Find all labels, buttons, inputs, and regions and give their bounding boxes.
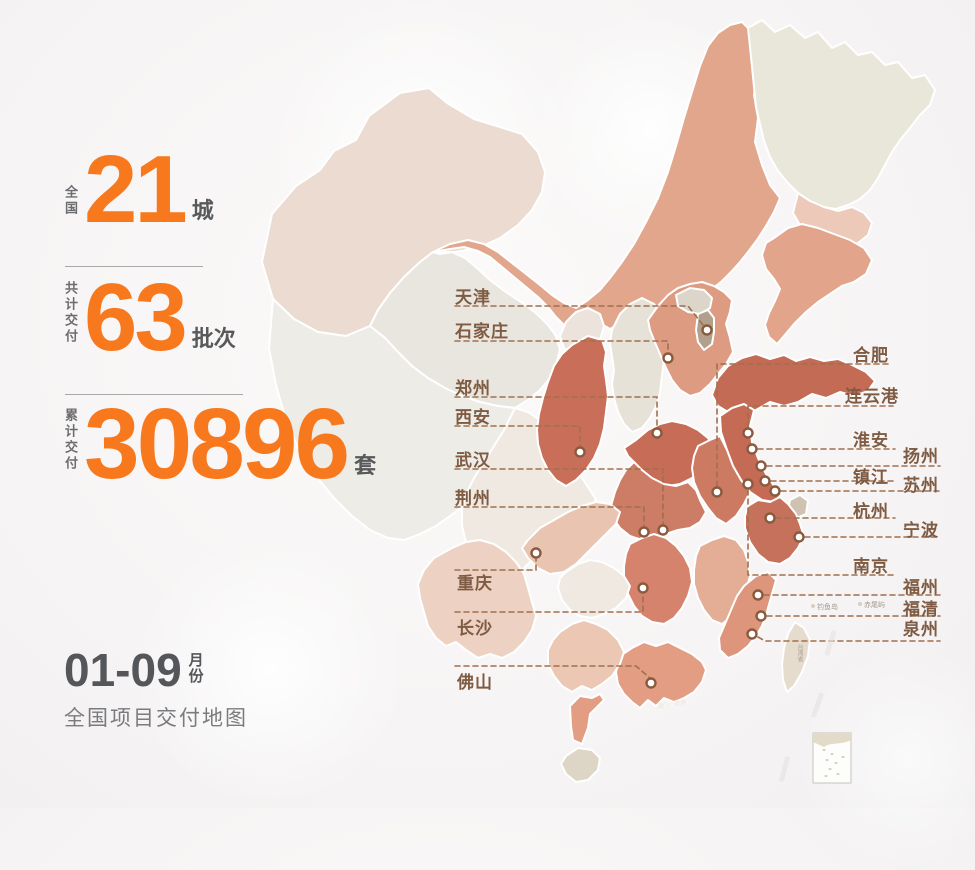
stat-cities-label: 全国 [63,184,78,217]
region-label-taiwan: 台湾省 [796,644,802,662]
map-footer: 01-09 月份 全国项目交付地图 [64,644,248,732]
dot-quanzhou [746,628,758,640]
stat-batches-label: 共计交付 [63,280,78,345]
city-label-foshan: 佛山 [456,672,493,692]
dot-foshan [645,677,657,689]
dot-xian [574,446,586,458]
dot-shijiazhuang [662,352,674,364]
city-label-xian: 西安 [455,407,491,427]
china-delivery-map: 天津 石家庄 郑州 西安 武汉 荆州 重庆 长沙 佛山 合肥 连云港 淮安 扬州… [261,19,941,784]
province-shaanxi [536,335,609,487]
city-label-zhengzhou: 郑州 [455,378,491,398]
leader-lines [454,305,941,679]
stat-cities-value: 21 [84,136,188,243]
city-label-chongqing: 重庆 [457,573,493,593]
island-taiwan [781,621,811,693]
island-chiwei [858,602,862,606]
region-label-macau: 澳门 [657,704,670,710]
city-label-tianjin: 天津 [455,287,491,307]
dot-lianyungang [742,427,754,439]
city-label-fuqing: 福清 [902,599,939,619]
city-label-shijiazhuang: 石家庄 [454,321,509,341]
island-label-chiweiyu: 赤尾屿 [864,602,885,609]
island-diaoyu [811,604,815,608]
province-shandong [711,353,876,415]
stat-units-label: 累计交付 [63,408,78,472]
dot-hefei [711,486,723,498]
city-label-fuzhou: 福州 [902,577,939,597]
province-guizhou [557,559,631,619]
dot-zhenjiang [759,475,771,487]
city-label-wuhan: 武汉 [455,450,491,470]
dot-jingzhou [638,526,650,538]
city-label-nanjing: 南京 [853,556,889,576]
peninsula-leizhou [569,693,605,745]
south-china-sea-inset [812,732,852,784]
dot-zhengzhou [651,427,663,439]
city-label-yangzhou: 扬州 [903,446,939,466]
province-heilongjiang [747,19,936,210]
province-yunnan [417,539,537,659]
dot-hangzhou [764,512,776,524]
dot-nanjing [742,478,754,490]
map-caption: 全国项目交付地图 [64,707,248,731]
island-label-diaoyudao: 钓鱼岛 [817,604,838,611]
stat-batches-value: 63 [84,264,188,371]
city-label-zhenjiang: 镇江 [853,467,889,487]
province-beijing [675,287,713,315]
dot-ningbo [793,531,805,543]
dot-fuzhou [752,589,764,601]
stat-units-unit: 套 [354,453,377,478]
stat-cities-unit: 城 [191,197,214,223]
dot-tianjin [701,324,713,336]
stat-units-value: 30896 [84,388,350,500]
province-liaoning [761,223,873,345]
province-hunan [623,533,693,625]
city-labels: 天津 石家庄 郑州 西安 武汉 荆州 重庆 长沙 佛山 合肥 连云港 淮安 扬州… [454,287,939,692]
province-anhui [691,435,751,525]
island-hainan [560,747,601,783]
stat-divider [65,266,203,267]
dot-huaian [746,443,758,455]
province-guangxi [547,619,625,693]
period-range: 01-09 [64,644,182,696]
dot-fuqing [755,610,767,622]
city-label-jingzhou: 荆州 [455,488,491,508]
period-unit: 月份 [186,652,204,684]
city-dots [530,324,805,689]
dot-wuhan [657,524,669,536]
city-label-ningbo: 宁波 [903,520,939,540]
city-label-hangzhou: 杭州 [853,501,889,521]
city-label-lianyungang: 连云港 [845,386,899,406]
stat-cities: 全国 21 城 [63,136,227,243]
dot-changsha [637,582,649,594]
stat-units: 累计交付 30896 套 [63,388,415,500]
dot-suzhou [769,485,781,497]
city-label-changsha: 长沙 [457,618,493,638]
stat-batches: 共计交付 63 批次 [63,264,275,371]
province-guangdong [615,641,707,709]
province-shapes [261,19,936,783]
region-label-hongkong: 香港 [674,701,687,707]
city-label-quanzhou: 泉州 [902,619,939,639]
province-chongqing [521,501,621,575]
city-label-hefei: 合肥 [853,345,889,365]
province-hebei [647,281,734,397]
city-label-suzhou: 苏州 [903,475,939,495]
stat-divider [65,394,243,395]
stat-batches-unit: 批次 [191,325,236,351]
dot-yangzhou [755,460,767,472]
city-label-huaian: 淮安 [853,430,889,450]
dot-chongqing [530,547,542,559]
